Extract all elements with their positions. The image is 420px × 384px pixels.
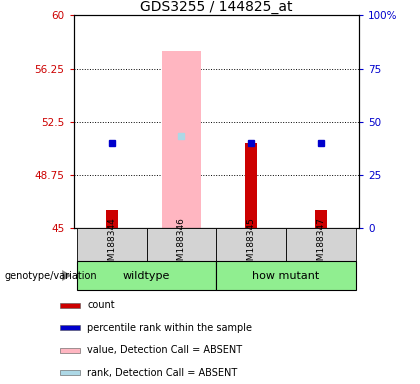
Bar xyxy=(162,51,201,228)
Bar xyxy=(105,210,118,228)
Text: GSM188344: GSM188344 xyxy=(108,217,116,272)
Text: GSM188346: GSM188346 xyxy=(177,217,186,272)
Bar xyxy=(147,228,216,261)
Text: percentile rank within the sample: percentile rank within the sample xyxy=(87,323,252,333)
Polygon shape xyxy=(62,270,71,281)
Bar xyxy=(286,228,356,261)
Text: rank, Detection Call = ABSENT: rank, Detection Call = ABSENT xyxy=(87,368,238,378)
Text: GSM188345: GSM188345 xyxy=(247,217,256,272)
Text: how mutant: how mutant xyxy=(252,270,320,281)
Text: value, Detection Call = ABSENT: value, Detection Call = ABSENT xyxy=(87,345,242,355)
Bar xyxy=(77,228,147,261)
Text: genotype/variation: genotype/variation xyxy=(4,270,97,281)
Bar xyxy=(245,143,257,228)
Bar xyxy=(216,261,356,290)
Text: GSM188347: GSM188347 xyxy=(316,217,325,272)
Bar xyxy=(60,303,80,308)
Text: count: count xyxy=(87,300,115,310)
Bar xyxy=(216,228,286,261)
Title: GDS3255 / 144825_at: GDS3255 / 144825_at xyxy=(140,0,293,14)
Bar xyxy=(77,261,216,290)
Bar xyxy=(315,210,327,228)
Bar xyxy=(60,348,80,353)
Bar xyxy=(60,371,80,376)
Text: wildtype: wildtype xyxy=(123,270,171,281)
Bar xyxy=(60,325,80,330)
